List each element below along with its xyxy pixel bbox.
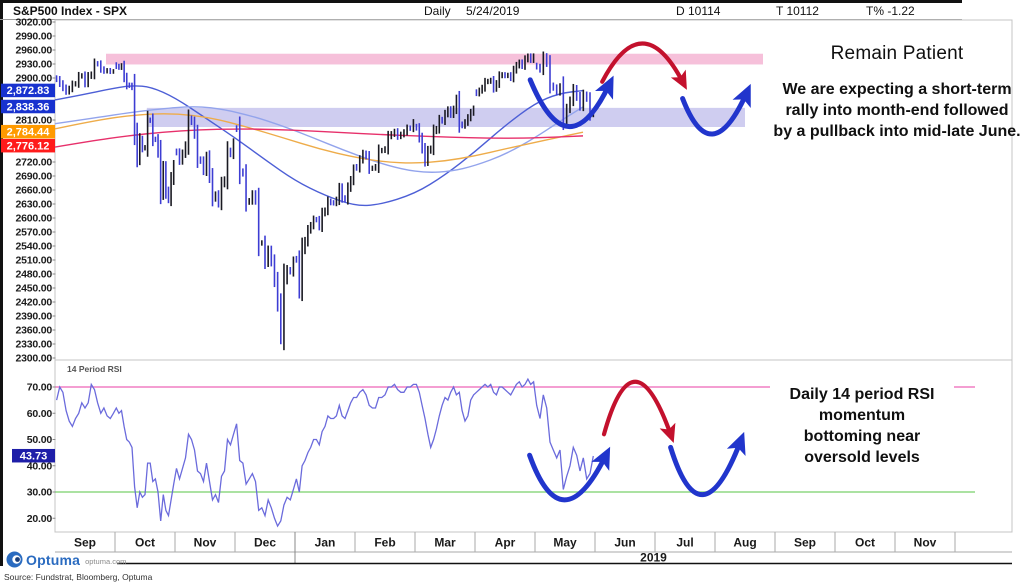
svg-text:2630.00: 2630.00 [15, 199, 52, 211]
month-label: Nov [914, 536, 937, 550]
month-label: Oct [135, 536, 155, 550]
month-label: Sep [74, 536, 96, 550]
svg-text:2540.00: 2540.00 [15, 241, 52, 253]
svg-text:2810.00: 2810.00 [15, 115, 52, 127]
month-label: Apr [495, 536, 516, 550]
svg-text:2600.00: 2600.00 [15, 213, 52, 225]
forecast-arrows[interactable] [527, 41, 751, 503]
month-label: Aug [733, 536, 756, 550]
rsi-note-line-3: bottoming near [803, 428, 921, 445]
month-label: Nov [194, 536, 217, 550]
month-label: Oct [855, 536, 875, 550]
rsi-annotation[interactable]: Daily 14 period RSI momentum bottoming n… [770, 382, 954, 470]
moving-average-lines [54, 85, 584, 207]
svg-text:2900.00: 2900.00 [15, 73, 52, 85]
price-badge [1, 99, 55, 114]
month-label: Jun [614, 536, 635, 550]
timeframe-label[interactable]: Daily [424, 4, 451, 18]
svg-text:2570.00: 2570.00 [15, 227, 52, 239]
svg-text:2930.00: 2930.00 [15, 59, 52, 71]
svg-text:2660.00: 2660.00 [15, 185, 52, 197]
rally-arrow-rsi[interactable] [527, 446, 611, 503]
rsi-note-line-2: momentum [818, 407, 906, 424]
month-label: May [553, 536, 577, 550]
rsi-note-line-4: oversold levels [804, 449, 920, 466]
days-field: D 10114 [676, 4, 721, 18]
rsi-note-line-1: Daily 14 period RSI [789, 386, 935, 403]
month-label: Dec [254, 536, 276, 550]
svg-text:2,872.83: 2,872.83 [7, 85, 50, 97]
svg-text:2480.00: 2480.00 [15, 269, 52, 281]
x-axis: Sep Oct Nov Dec Jan Feb Mar Apr May Jun Jul Aug Sep O… [55, 532, 1012, 565]
svg-text:2690.00: 2690.00 [15, 171, 52, 183]
rally-arrow-price[interactable] [527, 75, 614, 129]
price-badge [1, 124, 55, 139]
outlook-annotation[interactable]: We are expecting a short-term rally into… [771, 79, 1023, 142]
resistance-zone [106, 53, 763, 65]
rsi-axis: 70.00 60.00 50.00 40.00 30.00 20.00 [27, 382, 56, 525]
svg-text:50.00: 50.00 [27, 434, 53, 446]
pullback-arrow-price[interactable] [600, 41, 687, 90]
svg-text:2360.00: 2360.00 [15, 325, 52, 337]
price-badge [1, 138, 55, 153]
ma-line-ma4 [54, 128, 584, 148]
change-pct-field: T% -1.22 [866, 4, 915, 18]
date-label[interactable]: 5/24/2019 [466, 4, 520, 18]
svg-text:2450.00: 2450.00 [15, 283, 52, 295]
outlook-line-2: rally into month-end followed [785, 102, 1009, 119]
ma-line-ma2 [54, 106, 584, 173]
price-bands [106, 53, 763, 127]
source-attribution: Source: Fundstrat, Bloomberg, Optuma [4, 572, 153, 582]
trades-field: T 10112 [776, 4, 819, 18]
optuma-logo-icon [6, 551, 23, 568]
svg-text:2330.00: 2330.00 [15, 339, 52, 351]
rsi-line [55, 377, 594, 528]
svg-text:2990.00: 2990.00 [15, 31, 52, 43]
svg-text:2420.00: 2420.00 [15, 297, 52, 309]
svg-text:2,776.12: 2,776.12 [7, 140, 50, 152]
svg-text:2300.00: 2300.00 [15, 353, 52, 365]
rebound-arrow-price[interactable] [680, 83, 751, 137]
svg-text:3020.00: 3020.00 [15, 17, 52, 29]
svg-text:70.00: 70.00 [27, 382, 53, 394]
year-label: 2019 [640, 551, 667, 565]
price-badge [1, 83, 55, 98]
svg-text:2,784.44: 2,784.44 [7, 126, 51, 138]
rebound-arrow-rsi[interactable] [668, 431, 746, 498]
svg-text:2960.00: 2960.00 [15, 45, 52, 57]
price-axis: 3020.00 2990.00 2960.00 2930.00 2900.00 2810.… [15, 17, 56, 365]
month-label: Jan [315, 536, 336, 550]
axis-badges: 2,872.83 2,838.36 2,784.44 2,776.12 43.73 [1, 83, 55, 463]
optuma-logo[interactable]: Optuma optuma.com [6, 551, 126, 568]
svg-text:30.00: 30.00 [27, 487, 53, 499]
month-label: Jul [676, 536, 693, 550]
month-label: Feb [374, 536, 395, 550]
month-label: Sep [794, 536, 816, 550]
outlook-line-3: by a pullback into mid-late June. [773, 123, 1021, 140]
rsi-badge [12, 448, 55, 463]
left-border [0, 0, 3, 566]
svg-text:2720.00: 2720.00 [15, 157, 52, 169]
ma-line-ma3 [54, 113, 584, 164]
svg-text:20.00: 20.00 [27, 513, 53, 525]
rsi-panel-title: 14 Period RSI [67, 364, 122, 374]
outlook-line-1: We are expecting a short-term [782, 81, 1012, 98]
svg-text:43.73: 43.73 [20, 450, 48, 462]
optuma-site-text: optuma.com [85, 557, 127, 566]
svg-text:40.00: 40.00 [27, 460, 53, 472]
svg-text:2390.00: 2390.00 [15, 311, 52, 323]
candlestick-series [55, 51, 595, 351]
svg-text:60.00: 60.00 [27, 408, 53, 420]
chart-title: S&P500 Index - SPX [13, 4, 128, 18]
month-label: Mar [434, 536, 456, 550]
pullback-arrow-rsi[interactable] [601, 379, 676, 443]
svg-text:2,838.36: 2,838.36 [7, 101, 50, 113]
optuma-logo-text: Optuma [26, 551, 81, 568]
svg-text:2510.00: 2510.00 [15, 255, 52, 267]
top-border [0, 0, 962, 3]
remain-patient-annotation[interactable]: Remain Patient [830, 43, 964, 64]
